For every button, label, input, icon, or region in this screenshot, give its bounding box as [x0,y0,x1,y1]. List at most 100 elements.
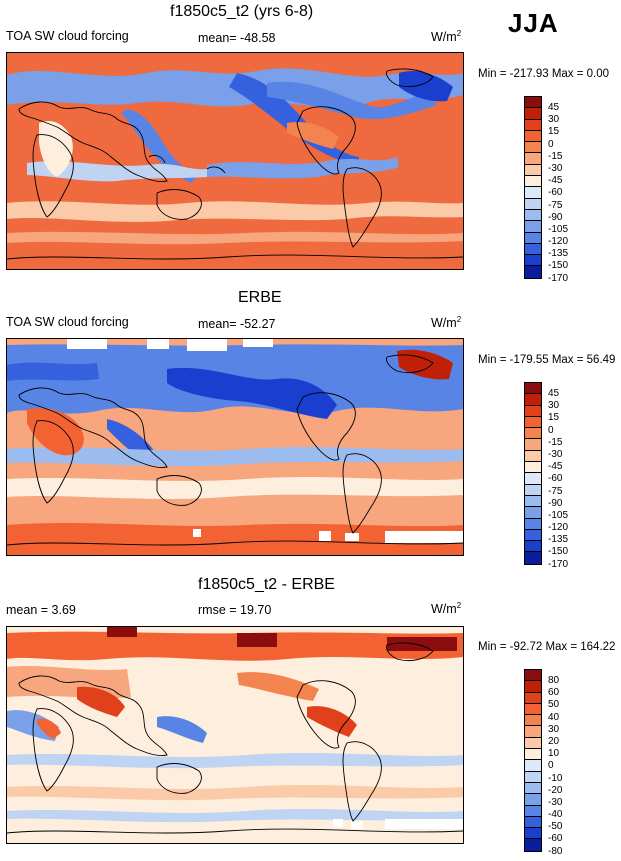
colorbar-tick: -150 [548,546,569,558]
panel-2-colorbar [524,382,542,565]
panel-3-colorbar-box [525,828,541,840]
panel-2-colorbar-box [525,428,541,440]
panel-2-colorbar-box [525,518,541,530]
colorbar-tick: -90 [548,211,563,223]
panel-3-colorbar-box [525,771,541,783]
colorbar-tick: -120 [548,236,569,248]
panel-1-colorbar-box [525,187,541,199]
panel-3-minmax: Min = -92.72 Max = 164.22 [478,641,616,653]
panel-2-units: W/m2 [431,315,462,331]
colorbar-tick: -75 [548,199,563,211]
colorbar-tick: -105 [548,223,569,235]
panel-3-colorbar-ticks: 80 60 50 40 30 20 10 0 -10 -20 -30 -40 -… [548,675,562,858]
colorbar-tick: -40 [548,809,563,821]
colorbar-tick: -90 [548,497,563,509]
colorbar-tick: 0 [548,760,554,772]
colorbar-tick: 40 [548,711,560,723]
colorbar-tick: -10 [548,772,563,784]
colorbar-tick: -45 [548,461,563,473]
panel-2-colorbar-box [525,450,541,463]
colorbar-tick: -135 [548,534,569,546]
panel-1-colorbar-box [525,255,541,267]
colorbar-tick: 30 [548,723,560,735]
colorbar-tick: -30 [548,162,563,174]
panel-1-minmax: Min = -217.93 Max = 0.00 [478,68,610,80]
panel-3-colorbar-box [525,737,541,750]
panel-2-colorbar-box [525,462,541,474]
panel-1-colorbar-box [525,232,541,244]
colorbar-tick: -15 [548,436,563,448]
panel-2-colorbar-box [525,473,541,485]
colorbar-tick: 30 [548,114,560,126]
panel-3-colorbar-box [525,805,541,817]
colorbar-tick: -60 [548,473,563,485]
colorbar-tick: 80 [548,675,560,686]
panel-1-colorbar-box [525,176,541,188]
panel-1-colorbar-box [525,209,541,222]
colorbar-tick: -105 [548,509,569,521]
panel-1-mean: mean= -48.58 [198,31,276,45]
panel-3-colorbar-box [525,715,541,727]
colorbar-tick: -20 [548,784,563,796]
panel-2-colorbar-box [525,394,541,406]
colorbar-tick: -120 [548,522,569,534]
panel-3-colorbar-box [525,760,541,772]
panel-3-colorbar-box [525,794,541,806]
panel-1-colorbar-box [525,130,541,143]
panel-3-map [6,626,464,844]
season-label: JJA [508,8,559,38]
panel-2-map [6,338,464,556]
colorbar-tick: -45 [548,175,563,187]
panel-3-title: f1850c5_t2 - ERBE [198,576,335,593]
panel-2-colorbar-box [525,383,541,395]
panel-1-colorbar-ticks: 45 30 15 0 -15 -30 -45 -60 -75 -90 -105 … [548,102,568,285]
panel-1-map [6,52,464,270]
panel-3-colorbar-box [525,703,541,716]
panel-2-colorbar-box [525,416,541,429]
panel-3-units: W/m2 [431,601,462,617]
panel-3-mean: mean = 3.69 [6,603,76,617]
panel-1-colorbar-box [525,97,541,109]
panel-1-colorbar [524,96,542,279]
panel-2-colorbar-box [525,484,541,496]
panel-1-colorbar-box [525,108,541,120]
panel-1-colorbar-box [525,266,541,278]
panel-2-variable-label: TOA SW cloud forcing [6,315,129,329]
colorbar-tick: -135 [548,248,569,260]
colorbar-tick: -170 [548,272,569,284]
colorbar-tick: 45 [548,102,560,113]
colorbar-tick: -60 [548,187,563,199]
colorbar-tick: 0 [548,424,554,436]
panel-3-colorbar-box [525,692,541,704]
panel-2-colorbar-box [525,541,541,553]
panel-2-title: ERBE [238,289,282,306]
panel-1-title: f1850c5_t2 (yrs 6-8) [170,3,314,20]
panel-3-colorbar-box [525,839,541,851]
panel-1-units: W/m2 [431,29,462,45]
colorbar-tick: 60 [548,687,560,699]
panel-2-minmax: Min = -179.55 Max = 56.49 [478,354,616,366]
colorbar-tick: 20 [548,735,560,747]
panel-2-colorbar-box [525,529,541,542]
colorbar-tick: -30 [548,796,563,808]
colorbar-tick: -30 [548,448,563,460]
colorbar-tick: 45 [548,388,560,399]
colorbar-tick: -170 [548,558,569,570]
panel-1-colorbar-box [525,153,541,165]
panel-3-colorbar-box [525,816,541,829]
colorbar-tick: 50 [548,699,560,711]
colorbar-tick: -15 [548,150,563,162]
colorbar-tick: 15 [548,126,560,138]
panel-3-colorbar-box [525,726,541,738]
colorbar-tick: 0 [548,138,554,150]
panel-1-colorbar-box [525,243,541,256]
panel-3-rmse: rmse = 19.70 [198,603,272,617]
panel-2-colorbar-box [525,552,541,564]
panel-2-colorbar-ticks: 45 30 15 0 -15 -30 -45 -60 -75 -90 -105 … [548,388,568,571]
panel-1-colorbar-box [525,198,541,210]
colorbar-tick: -150 [548,260,569,272]
panel-3-colorbar-box [525,681,541,693]
panel-3-colorbar-box [525,782,541,795]
panel-1-colorbar-box [525,142,541,154]
panel-3-colorbar-box [525,749,541,761]
